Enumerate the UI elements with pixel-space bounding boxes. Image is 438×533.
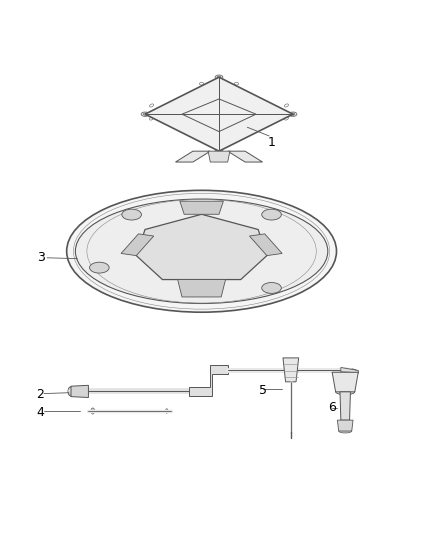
Polygon shape bbox=[176, 151, 210, 162]
Ellipse shape bbox=[166, 409, 168, 413]
Polygon shape bbox=[250, 234, 282, 256]
Ellipse shape bbox=[68, 386, 74, 396]
Ellipse shape bbox=[332, 368, 358, 376]
Ellipse shape bbox=[122, 209, 141, 220]
Ellipse shape bbox=[339, 429, 352, 433]
Polygon shape bbox=[228, 151, 262, 162]
Ellipse shape bbox=[262, 209, 281, 220]
Text: 5: 5 bbox=[258, 384, 266, 397]
Polygon shape bbox=[188, 365, 228, 396]
Polygon shape bbox=[71, 385, 88, 398]
Ellipse shape bbox=[190, 248, 214, 261]
Ellipse shape bbox=[75, 199, 328, 303]
Polygon shape bbox=[145, 77, 293, 151]
Polygon shape bbox=[178, 279, 226, 297]
Polygon shape bbox=[136, 214, 267, 279]
Ellipse shape bbox=[91, 408, 95, 414]
Text: 3: 3 bbox=[37, 251, 45, 264]
Ellipse shape bbox=[215, 75, 223, 79]
Polygon shape bbox=[121, 234, 154, 256]
Ellipse shape bbox=[289, 112, 297, 116]
Text: 2: 2 bbox=[37, 389, 45, 401]
Polygon shape bbox=[180, 201, 223, 214]
Polygon shape bbox=[340, 392, 350, 420]
Ellipse shape bbox=[336, 389, 355, 394]
Polygon shape bbox=[283, 358, 299, 382]
Text: 4: 4 bbox=[37, 406, 45, 419]
Ellipse shape bbox=[262, 282, 281, 293]
Text: 6: 6 bbox=[328, 401, 336, 415]
Ellipse shape bbox=[212, 110, 226, 118]
Ellipse shape bbox=[195, 251, 208, 258]
Ellipse shape bbox=[141, 112, 149, 116]
Text: 1: 1 bbox=[267, 136, 275, 149]
Polygon shape bbox=[337, 420, 353, 431]
Ellipse shape bbox=[215, 149, 223, 154]
Polygon shape bbox=[208, 151, 230, 162]
Polygon shape bbox=[332, 372, 358, 392]
Polygon shape bbox=[341, 367, 358, 373]
Ellipse shape bbox=[89, 262, 109, 273]
Ellipse shape bbox=[67, 190, 336, 312]
